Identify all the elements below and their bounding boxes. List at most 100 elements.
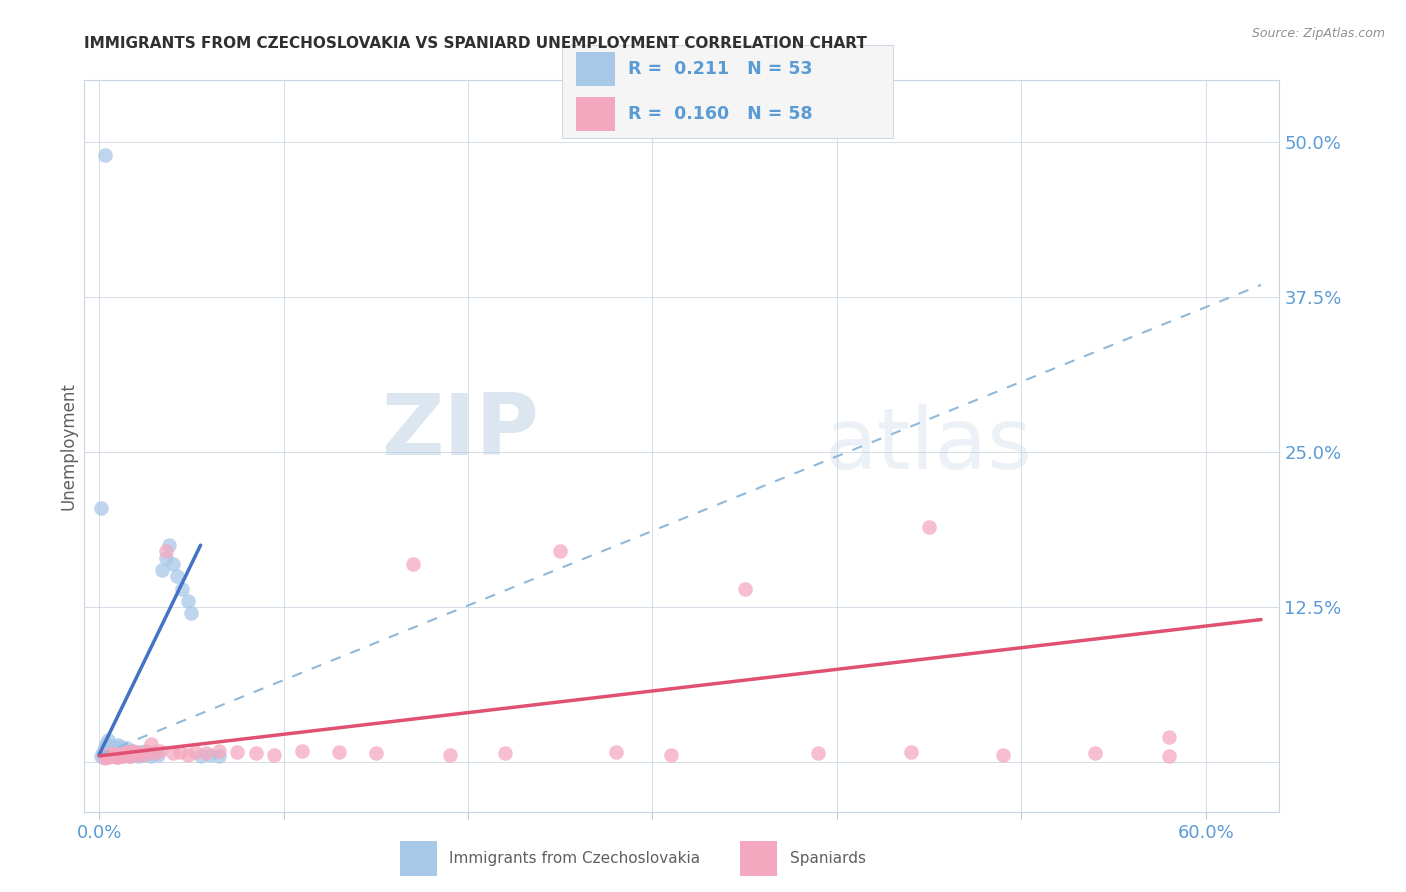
Point [127, 748, 149, 763]
Bar [399, 841, 437, 876]
Point [138, 747, 160, 761]
Point [245, 747, 267, 761]
Point [93, 751, 115, 765]
Point [98, 748, 121, 763]
Point [1157, 731, 1180, 745]
Point [143, 745, 166, 759]
Point [112, 747, 135, 761]
Point [121, 744, 143, 758]
Point [136, 745, 159, 759]
Point [117, 747, 139, 761]
Point [110, 747, 132, 762]
Point [98, 747, 121, 762]
Point [103, 744, 125, 758]
Point [128, 745, 150, 759]
Point [107, 738, 129, 752]
Point [115, 745, 138, 759]
Text: IMMIGRANTS FROM CZECHOSLOVAKIA VS SPANIARD UNEMPLOYMENT CORRELATION CHART: IMMIGRANTS FROM CZECHOSLOVAKIA VS SPANIA… [84, 36, 868, 51]
Point [110, 740, 132, 755]
Point [190, 748, 212, 763]
Point [900, 745, 922, 759]
Point [96, 737, 118, 751]
Point [125, 745, 148, 759]
Bar [740, 841, 778, 876]
Point [605, 745, 627, 759]
Text: ZIP: ZIP [381, 390, 538, 473]
Point [115, 741, 138, 756]
Text: Immigrants from Czechoslovakia: Immigrants from Czechoslovakia [450, 851, 700, 866]
Point [91, 745, 114, 759]
Point [107, 747, 129, 761]
Point [107, 750, 129, 764]
Point [494, 747, 516, 761]
Point [155, 544, 177, 558]
Point [1084, 747, 1107, 761]
Point [548, 544, 571, 558]
Point [125, 747, 148, 761]
Point [103, 748, 125, 763]
Point [90, 748, 112, 763]
Point [120, 748, 142, 763]
Point [104, 750, 127, 764]
Point [734, 582, 756, 596]
Point [155, 550, 177, 565]
Text: R =  0.211   N = 53: R = 0.211 N = 53 [628, 60, 813, 78]
Text: atlas: atlas [825, 404, 1033, 488]
Point [208, 744, 231, 758]
Point [101, 747, 124, 761]
Point [143, 747, 166, 761]
Point [98, 743, 121, 757]
Point [176, 594, 198, 608]
Point [991, 747, 1014, 762]
Point [120, 748, 142, 763]
Point [328, 745, 350, 759]
Point [97, 747, 120, 762]
Point [108, 747, 131, 762]
Point [139, 737, 162, 751]
Text: Source: ZipAtlas.com: Source: ZipAtlas.com [1251, 27, 1385, 40]
Text: R =  0.160   N = 58: R = 0.160 N = 58 [628, 105, 813, 123]
Point [149, 744, 172, 758]
Point [146, 747, 169, 762]
Point [97, 750, 120, 764]
Text: Spaniards: Spaniards [790, 851, 866, 866]
Point [659, 747, 682, 762]
Point [108, 748, 131, 763]
Point [104, 747, 127, 762]
Point [172, 582, 194, 596]
Point [1157, 748, 1180, 763]
Point [226, 745, 249, 759]
Point [198, 747, 221, 762]
Point [90, 500, 112, 515]
Point [180, 607, 202, 621]
Point [117, 748, 139, 763]
Point [93, 740, 115, 755]
Point [184, 745, 207, 759]
Point [97, 732, 120, 747]
Point [110, 747, 132, 761]
Point [104, 741, 127, 756]
Point [96, 750, 118, 764]
Point [807, 747, 830, 761]
Point [401, 557, 423, 571]
Point [132, 747, 155, 762]
Point [364, 747, 387, 761]
Point [131, 747, 153, 762]
Point [439, 747, 461, 762]
Point [93, 747, 115, 762]
Point [166, 569, 188, 583]
Point [114, 747, 136, 762]
Point [291, 744, 314, 758]
Point [134, 744, 156, 758]
Point [96, 747, 118, 761]
Point [169, 745, 191, 759]
Point [114, 745, 136, 759]
Bar [575, 52, 616, 86]
Point [101, 748, 124, 763]
Point [176, 747, 198, 762]
Point [93, 147, 115, 161]
Point [162, 747, 184, 761]
Point [918, 519, 941, 533]
Point [122, 747, 145, 762]
Point [110, 748, 132, 763]
